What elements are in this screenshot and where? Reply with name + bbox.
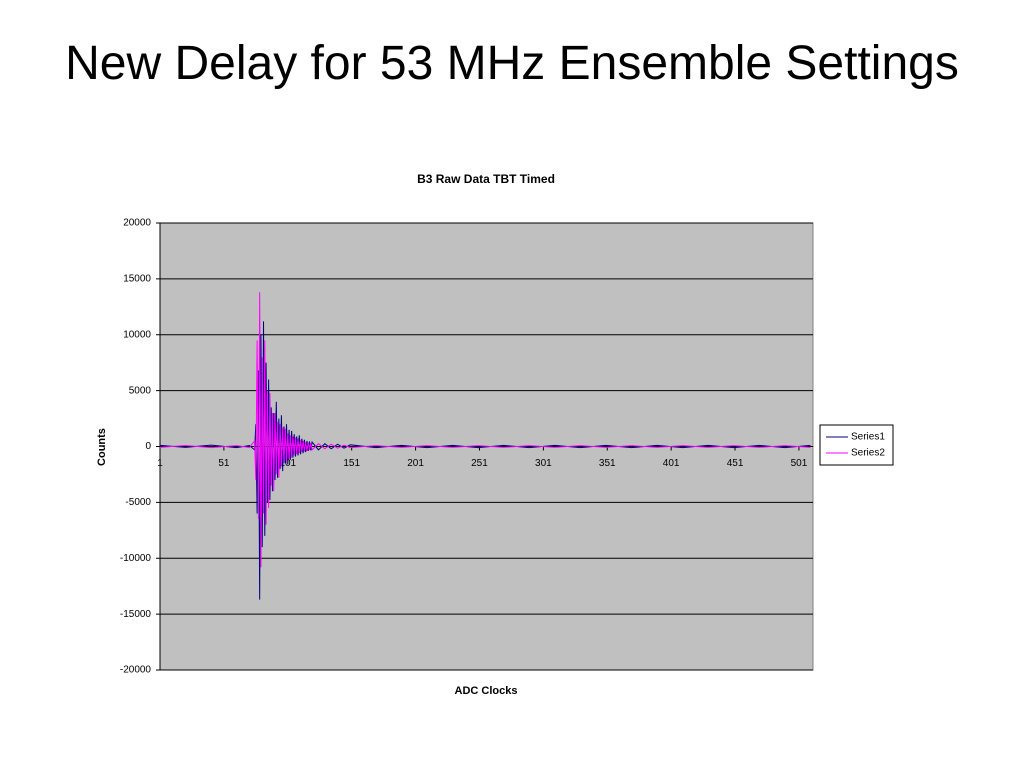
x-axis-title: ADC Clocks [455, 685, 518, 697]
x-tick-label: 401 [663, 458, 680, 469]
legend [819, 424, 894, 466]
slide-title: New Delay for 53 MHz Ensemble Settings [65, 37, 959, 90]
y-axis-title: Counts [96, 428, 108, 466]
chart-title: B3 Raw Data TBT Timed [417, 172, 555, 186]
x-tick-label: 351 [599, 458, 616, 469]
y-tick-label: -20000 [120, 665, 152, 676]
y-tick-label: 20000 [123, 218, 151, 229]
x-tick-label: 1 [157, 458, 163, 469]
y-tick-label: -10000 [120, 553, 152, 564]
x-tick-label: 151 [343, 458, 360, 469]
y-tick-label: -15000 [120, 609, 152, 620]
legend-label: Series1 [851, 432, 885, 443]
series-line [159, 292, 811, 568]
y-tick-label: 15000 [123, 274, 151, 285]
x-tick-label: 201 [407, 458, 424, 469]
legend-label: Series2 [851, 448, 885, 459]
y-tick-label: -5000 [125, 497, 151, 508]
x-tick-label: 501 [791, 458, 808, 469]
x-tick-label: 301 [535, 458, 552, 469]
y-tick-label: 10000 [123, 329, 151, 340]
y-tick-label: 0 [145, 441, 151, 452]
x-tick-label: 51 [218, 458, 230, 469]
x-tick-label: 451 [727, 458, 744, 469]
x-tick-label: 251 [471, 458, 488, 469]
y-tick-label: 5000 [129, 385, 152, 396]
